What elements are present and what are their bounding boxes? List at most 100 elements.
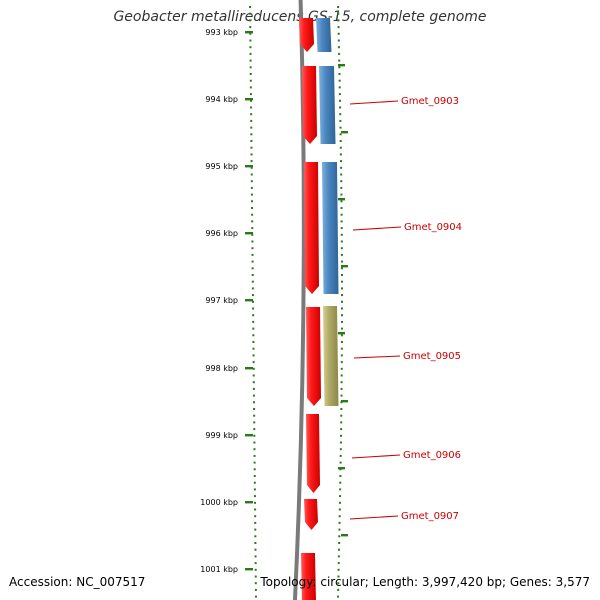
minor-tick xyxy=(253,488,256,491)
minor-tick xyxy=(249,26,252,29)
minor-tick xyxy=(340,408,343,410)
gene-feature[interactable] xyxy=(322,162,339,294)
minor-tick xyxy=(340,347,343,350)
scale-label: 1000 kbp xyxy=(200,498,238,507)
minor-tick xyxy=(250,166,253,169)
minor-tick xyxy=(337,595,340,598)
minor-tick xyxy=(250,133,253,136)
minor-tick xyxy=(339,454,342,457)
minor-tick xyxy=(249,93,252,96)
minor-tick xyxy=(340,166,343,169)
minor-tick xyxy=(252,354,255,357)
minor-tick xyxy=(250,173,253,176)
minor-tick xyxy=(337,575,340,578)
minor-tick xyxy=(339,448,342,451)
cds-arrow[interactable] xyxy=(301,553,316,600)
gene-feature[interactable] xyxy=(316,18,332,52)
minor-tick xyxy=(340,334,343,337)
minor-tick xyxy=(340,401,343,404)
minor-tick xyxy=(253,475,256,477)
minor-tick xyxy=(252,374,255,377)
gene-feature[interactable] xyxy=(319,66,336,144)
major-tick xyxy=(245,31,253,34)
minor-tick xyxy=(252,387,255,390)
minor-tick xyxy=(251,220,254,223)
minor-tick xyxy=(253,448,256,451)
minor-tick xyxy=(339,113,342,116)
scale-label: 999 kbp xyxy=(205,431,238,440)
minor-tick xyxy=(338,515,341,518)
gene-label[interactable]: Gmet_0906 xyxy=(403,450,461,461)
cds-arrow[interactable] xyxy=(304,162,319,294)
minor-tick xyxy=(253,495,256,498)
minor-tick xyxy=(251,227,254,230)
minor-tick xyxy=(253,408,256,410)
minor-tick xyxy=(250,193,253,196)
minor-tick xyxy=(250,153,253,156)
accession-text: Accession: NC_007517 xyxy=(9,575,146,589)
gene-labels: Gmet_0903 Gmet_0904 Gmet_0905 Gmet_0906 Gmet… xyxy=(349,96,462,522)
minor-tick xyxy=(253,428,256,431)
minor-tick xyxy=(337,588,340,591)
minor-tick xyxy=(340,341,343,343)
scale-label: 996 kbp xyxy=(205,229,238,238)
minor-tick xyxy=(254,542,257,544)
minor-tick xyxy=(340,213,343,216)
minor-tick xyxy=(337,555,340,558)
minor-tick xyxy=(337,46,340,49)
minor-tick xyxy=(339,140,342,142)
major-tick xyxy=(245,501,253,504)
scale-label: 995 kbp xyxy=(205,162,238,171)
minor-tick xyxy=(250,119,253,122)
minor-tick xyxy=(252,320,255,323)
gene-feature[interactable] xyxy=(323,306,339,406)
minor-tick xyxy=(253,454,256,457)
minor-tick xyxy=(339,475,342,477)
minor-tick xyxy=(251,267,254,270)
major-tick xyxy=(338,198,345,201)
topology-text: Topology: circular; Length: 3,997,420 bp… xyxy=(260,575,590,589)
minor-tick xyxy=(251,213,254,216)
minor-tick xyxy=(253,414,256,417)
minor-tick xyxy=(252,327,255,330)
gene-leader-line xyxy=(353,355,401,359)
minor-tick xyxy=(252,394,255,397)
minor-tick xyxy=(339,146,342,149)
minor-tick xyxy=(249,86,252,89)
gene-label[interactable]: Gmet_0904 xyxy=(404,222,462,233)
minor-tick xyxy=(337,39,340,42)
scale-ticks-left xyxy=(245,6,257,598)
minor-tick xyxy=(249,66,252,69)
minor-tick xyxy=(340,294,343,297)
minor-tick xyxy=(251,207,254,209)
minor-tick xyxy=(254,501,257,504)
minor-tick xyxy=(249,79,252,82)
major-tick xyxy=(245,232,253,235)
minor-tick xyxy=(338,521,341,524)
gene-label[interactable]: Gmet_0905 xyxy=(403,351,461,362)
major-tick xyxy=(245,367,253,370)
minor-tick xyxy=(340,267,343,270)
minor-tick xyxy=(340,274,343,276)
minor-tick xyxy=(340,280,343,283)
cds-arrow[interactable] xyxy=(306,307,321,406)
cds-arrow[interactable] xyxy=(306,414,320,493)
minor-tick xyxy=(252,381,255,384)
minor-tick xyxy=(252,334,255,337)
minor-tick xyxy=(338,535,341,538)
gene-leader-line xyxy=(349,515,399,520)
minor-tick xyxy=(249,46,252,49)
cds-arrow[interactable] xyxy=(299,18,314,52)
cds-arrow[interactable] xyxy=(302,66,317,144)
scale-label: 997 kbp xyxy=(205,296,238,305)
gene-label[interactable]: Gmet_0903 xyxy=(401,96,459,107)
minor-tick xyxy=(253,468,256,471)
minor-tick xyxy=(250,160,253,163)
major-tick xyxy=(245,434,253,437)
gene-label[interactable]: Gmet_0907 xyxy=(401,511,459,522)
cds-arrow[interactable] xyxy=(304,499,318,530)
major-tick xyxy=(245,568,253,571)
minor-tick xyxy=(249,39,252,42)
minor-tick xyxy=(253,434,256,437)
